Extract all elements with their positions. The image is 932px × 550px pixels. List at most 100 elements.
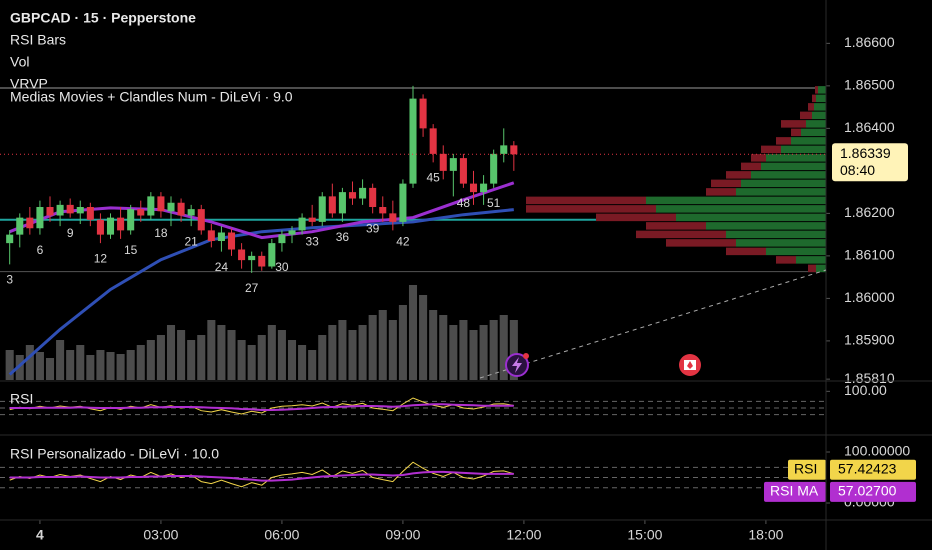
volume-bar — [76, 345, 85, 380]
countdown: 08:40 — [840, 162, 875, 178]
profile-down — [636, 230, 726, 239]
volume-bar — [207, 320, 216, 380]
profile-down — [646, 222, 706, 230]
candle-number: 24 — [215, 260, 229, 274]
profile-up — [736, 188, 826, 196]
volume-bar — [177, 330, 186, 380]
candle-number: 9 — [67, 226, 74, 240]
profile-up — [736, 239, 826, 247]
profile-up — [781, 145, 826, 154]
y-tick-label: 1.86100 — [844, 247, 895, 263]
candle-body — [96, 219, 104, 235]
profile-up — [806, 120, 826, 128]
x-tick-label: 15:00 — [627, 527, 662, 543]
profile-up — [766, 247, 826, 256]
profile-down — [741, 162, 761, 171]
y-tick-label: 1.86000 — [844, 289, 895, 305]
x-tick-label: 03:00 — [143, 527, 178, 543]
profile-down — [711, 179, 741, 188]
series-name: RSI MA — [770, 483, 819, 499]
volume-bar — [368, 315, 377, 380]
volume-bar — [96, 350, 105, 380]
volume-bar — [439, 315, 448, 380]
candle-body — [197, 209, 205, 231]
volume-bar — [197, 335, 206, 380]
candle-body — [268, 243, 276, 267]
y-tick-label: 100.00 — [844, 382, 887, 398]
candle-number: 18 — [154, 226, 168, 240]
candle-number: 27 — [245, 281, 259, 295]
candle-number: 33 — [305, 234, 319, 248]
profile-down — [726, 247, 766, 256]
candle-body — [338, 192, 346, 214]
last-price-box — [832, 143, 908, 182]
volume-bar — [328, 325, 337, 380]
profile-down — [526, 205, 656, 213]
candle-body — [56, 204, 64, 216]
candle-body — [389, 213, 397, 222]
volume-bar — [217, 325, 226, 380]
candle-body — [217, 232, 225, 242]
candle-number: 21 — [184, 234, 198, 248]
volume-bar — [187, 340, 196, 380]
candle-body — [6, 234, 14, 244]
candle-number: 39 — [366, 222, 380, 236]
volume-bar — [499, 315, 508, 380]
profile-up — [656, 205, 826, 213]
volume-bar — [429, 310, 438, 380]
candle-body — [348, 192, 357, 199]
volume-bar — [126, 350, 135, 380]
candle-body — [66, 204, 74, 214]
profile-down — [596, 213, 676, 222]
profile-down — [666, 239, 736, 247]
candle-body — [510, 145, 518, 155]
candle-number: 15 — [124, 243, 138, 257]
volume-bar — [106, 352, 115, 380]
volume-bar — [237, 340, 246, 380]
candle-body — [36, 207, 44, 229]
y-tick-label: 1.86500 — [844, 77, 895, 93]
candle-number: 42 — [396, 234, 410, 248]
y-tick-label: 1.86200 — [844, 204, 895, 220]
volume-bar — [449, 325, 458, 380]
candle-number: 45 — [426, 171, 440, 185]
profile-up — [801, 128, 826, 137]
volume-bar — [358, 325, 367, 380]
profile-up — [706, 222, 826, 230]
volume-bar — [398, 305, 407, 380]
x-tick-label: 4 — [36, 527, 44, 543]
candle-body — [167, 202, 175, 212]
volume-bar — [378, 310, 387, 380]
value-label: 57.02700 — [838, 483, 897, 499]
candle-number: 6 — [37, 243, 44, 257]
candle-body — [278, 234, 286, 244]
volume-bar — [298, 345, 307, 380]
candle-body — [308, 217, 316, 222]
value-tag — [830, 481, 916, 502]
symbol-title: GBPCAD · 15 · Pepperstone — [10, 10, 196, 26]
profile-up — [646, 196, 826, 205]
candle-body — [318, 196, 326, 222]
volume-bar — [469, 330, 478, 380]
profile-down — [815, 86, 818, 94]
volume-bar — [338, 320, 347, 380]
volume-bar — [66, 350, 75, 380]
x-tick-label: 12:00 — [506, 527, 541, 543]
indicator-name: Medias Movies + Clandles Num - DiLeVi · … — [10, 89, 293, 105]
indicator-name: RSI Bars — [10, 32, 66, 48]
profile-up — [761, 162, 826, 171]
profile-up — [741, 179, 826, 188]
volume-bar — [509, 320, 518, 380]
series-tag — [764, 481, 826, 502]
candle-body — [238, 249, 246, 261]
volume-bar — [277, 330, 286, 380]
volume-bar — [227, 330, 236, 380]
volume-bar — [247, 345, 256, 380]
profile-up — [818, 86, 826, 94]
volume-bar — [257, 335, 266, 380]
candle-body — [459, 158, 467, 184]
profile-down — [706, 188, 736, 196]
